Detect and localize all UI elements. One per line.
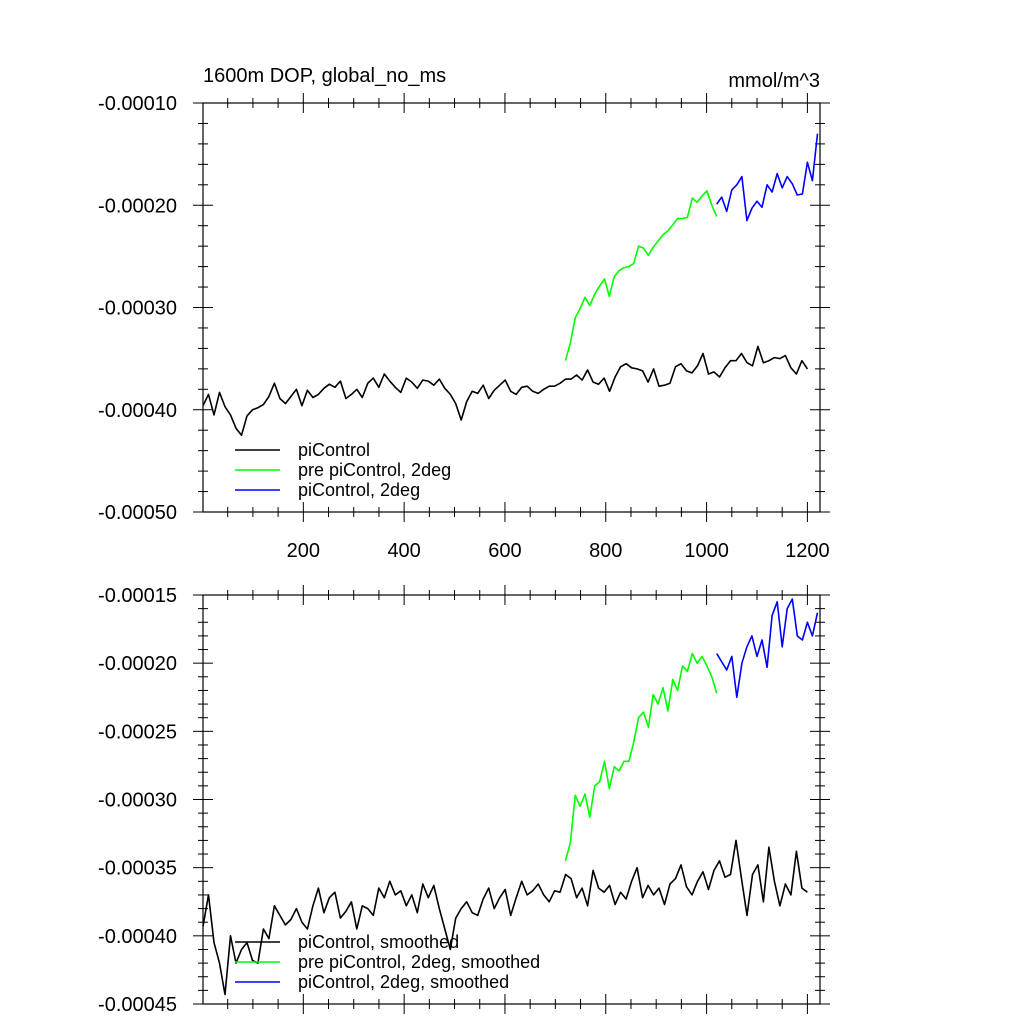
x-tick-label: 400 (387, 540, 420, 562)
series-line-3 (716, 598, 819, 699)
y-tick-label: -0.00040 (98, 400, 177, 422)
bottom-panel: -0.00015 -0.00020 -0.00025 -0.00030 -0.00035… (98, 585, 830, 1016)
x-tick-label: 200 (287, 540, 320, 562)
y-tick-label: -0.00050 (98, 502, 177, 524)
series-line-1 (202, 839, 808, 996)
legend-label: pre piControl, 2deg (298, 460, 451, 480)
x-tick-label: 600 (488, 540, 521, 562)
legend-label: piControl, 2deg (298, 480, 420, 500)
x-tick-label: 800 (589, 540, 622, 562)
x-tick-label: 1200 (785, 540, 830, 562)
legend-label: piControl, 2deg, smoothed (298, 972, 509, 992)
y-tick-label: -0.00015 (98, 585, 177, 607)
legend-label: piControl (298, 440, 370, 460)
y-tick-label: -0.00030 (98, 298, 177, 320)
y-tick-label: -0.00040 (98, 926, 177, 948)
units-label: mmol/m^3 (728, 70, 820, 92)
chart-title: 1600m DOP, global_no_ms (203, 65, 446, 87)
plot-frame (202, 102, 821, 513)
plot-frame (202, 594, 821, 1005)
x-tick-label: 1000 (684, 540, 729, 562)
legend-label: piControl, smoothed (298, 932, 459, 952)
top-panel: 1600m DOP, global_no_ms mmol/m^3 200 400 6… (98, 65, 830, 562)
y-tick-label: -0.00020 (98, 653, 177, 675)
series-line-2 (564, 190, 718, 361)
y-tick-label: -0.00035 (98, 858, 177, 880)
y-tick-label: -0.00020 (98, 195, 177, 217)
y-tick-label: -0.00030 (98, 790, 177, 812)
y-tick-label: -0.00010 (98, 93, 177, 115)
y-tick-label: -0.00025 (98, 721, 177, 743)
series-line-2 (564, 652, 718, 862)
series-line-3 (716, 133, 819, 222)
y-tick-label: -0.00045 (98, 994, 177, 1016)
series-line-1 (202, 345, 809, 437)
legend-label: pre piControl, 2deg, smoothed (298, 952, 540, 972)
